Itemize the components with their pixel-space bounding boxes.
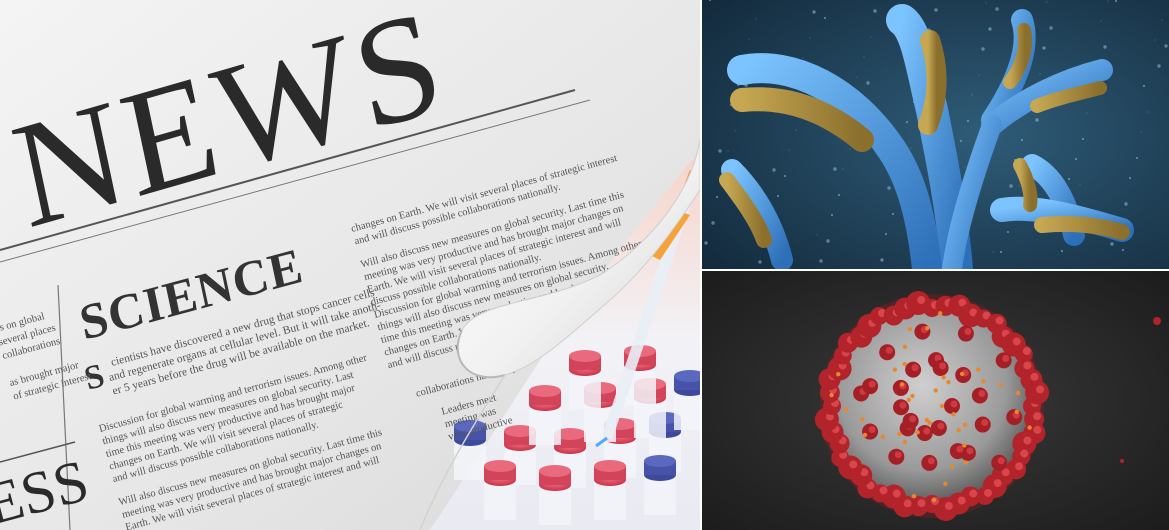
spike-protein: [949, 443, 966, 460]
spike-protein: [957, 325, 974, 342]
spike-protein: [902, 412, 919, 429]
spike-protein: [893, 399, 910, 416]
virus-particle: [814, 291, 1050, 521]
spike-protein: [930, 419, 947, 436]
spike-protein: [1025, 380, 1050, 405]
spike-protein: [879, 344, 896, 361]
vial: [539, 465, 571, 525]
vial: [594, 460, 626, 520]
stray-particle: [1153, 317, 1161, 325]
coronavirus-image: [702, 271, 1169, 530]
antibody-lower-right: [990, 154, 1134, 246]
spike-protein: [921, 454, 938, 471]
spike-protein: [914, 323, 931, 340]
lab-scene: [430, 150, 700, 530]
virus-panel: [702, 271, 1169, 530]
newspaper-image: NEWS SCIENCE S cientists have discovered…: [0, 0, 700, 530]
antibody-right: [942, 9, 1113, 269]
spike-protein: [995, 352, 1012, 369]
spike-protein: [991, 454, 1008, 471]
spike-protein: [862, 423, 879, 440]
spike-protein: [916, 425, 933, 442]
vial: [484, 460, 516, 520]
spike-protein: [1014, 345, 1033, 364]
vial: [644, 455, 676, 515]
spike-protein: [971, 387, 988, 404]
vial: [674, 370, 700, 430]
vial: [454, 420, 486, 480]
antibody-left: [719, 159, 793, 269]
spike-protein: [974, 416, 991, 433]
spike-protein: [944, 398, 960, 414]
spike-protein: [976, 486, 994, 505]
antibody-panel: [702, 0, 1169, 269]
page-curl: [419, 139, 700, 530]
spike-protein: [932, 359, 949, 376]
newspaper-panel: NEWS SCIENCE S cientists have discovered…: [0, 0, 700, 530]
vial: [569, 350, 601, 410]
spike-protein: [1006, 409, 1023, 426]
spike-protein: [905, 361, 922, 378]
stray-particle: [1120, 459, 1124, 463]
spike-protein: [892, 379, 909, 396]
antibody-image: [702, 0, 1169, 269]
vial: [529, 385, 561, 445]
spike-protein: [870, 307, 888, 326]
spike-protein: [888, 448, 905, 465]
spike-protein: [862, 378, 879, 395]
